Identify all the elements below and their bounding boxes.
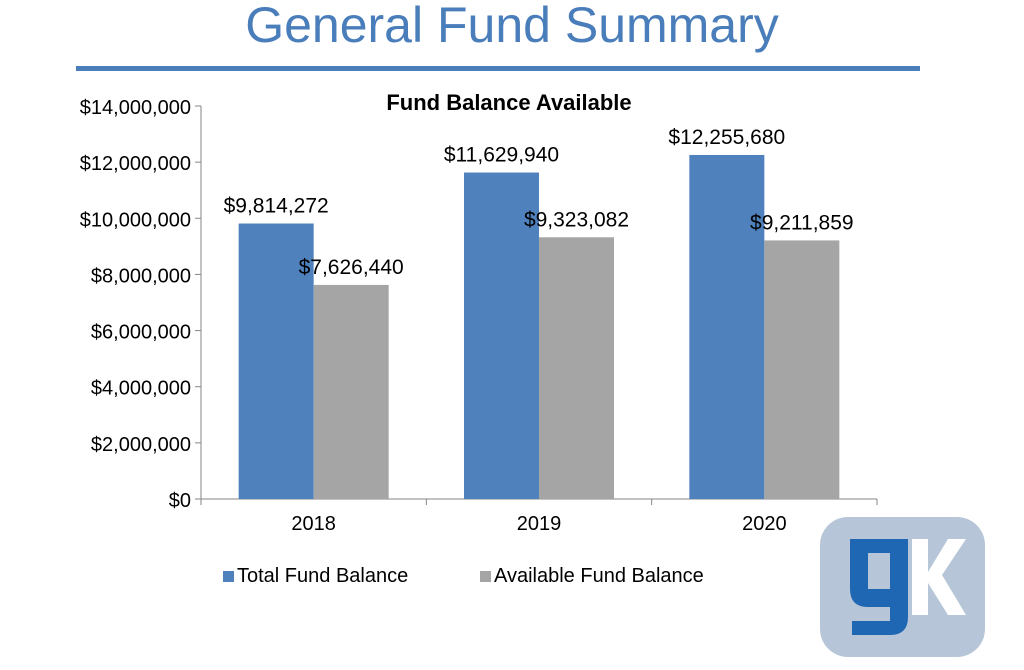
data-label: $9,814,272 [224,194,329,217]
x-tick-label: 2019 [517,513,562,535]
data-label: $12,255,680 [668,126,785,149]
bar-available-fund-balance [764,240,840,499]
logo-g-letter [850,539,908,635]
gk-logo [820,517,985,657]
legend-label: Total Fund Balance [237,565,408,587]
y-tick-label: $2,000,000 [91,434,191,456]
page-title: General Fund Summary [245,0,779,53]
y-tick-label: $10,000,000 [80,209,191,231]
y-tick-label: $8,000,000 [91,265,191,287]
data-label: $7,626,440 [299,256,404,279]
bar-available-fund-balance [313,284,389,499]
x-tick-label: 2020 [742,513,787,535]
logo-k-letter [912,539,966,615]
chart-legend: Total Fund Balance Available Fund Balance [223,565,704,587]
y-tick-label: $14,000,000 [80,97,191,119]
x-tick-label: 2018 [291,513,336,535]
legend-swatch [480,571,491,582]
title-divider [76,66,920,71]
chart-title: Fund Balance Available [386,90,631,115]
chart-data-labels: $9,814,272 $7,626,440 $11,629,940 $9,323,08… [224,126,854,279]
bar-available-fund-balance [539,237,614,499]
y-tick-label: $12,000,000 [80,153,191,175]
y-tick-label: $4,000,000 [91,378,191,400]
y-tick-label: $0 [169,490,191,512]
chart-bars [238,154,840,499]
legend-label: Available Fund Balance [494,565,704,587]
data-label: $9,211,859 [750,211,854,234]
bar-total-fund-balance [689,154,765,499]
chart-axes: $0 $2,000,000 $4,000,000 $6,000,000 $8,000,0… [80,97,878,535]
y-tick-label: $6,000,000 [91,322,191,344]
bar-total-fund-balance [238,223,314,499]
bar-total-fund-balance [464,172,539,499]
legend-swatch [223,571,234,582]
data-label: $9,323,082 [524,208,629,231]
data-label: $11,629,940 [444,144,559,167]
